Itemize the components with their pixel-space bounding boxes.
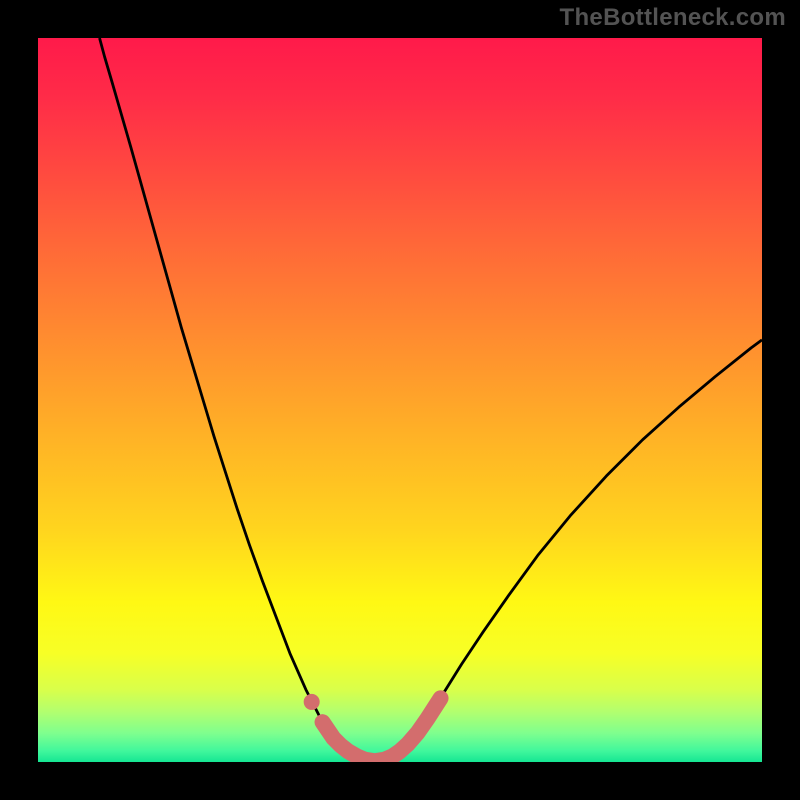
- gradient-background: [38, 38, 762, 762]
- marker-dot: [304, 694, 320, 710]
- bottleneck-chart: [38, 38, 762, 762]
- watermark-text: TheBottleneck.com: [560, 4, 786, 32]
